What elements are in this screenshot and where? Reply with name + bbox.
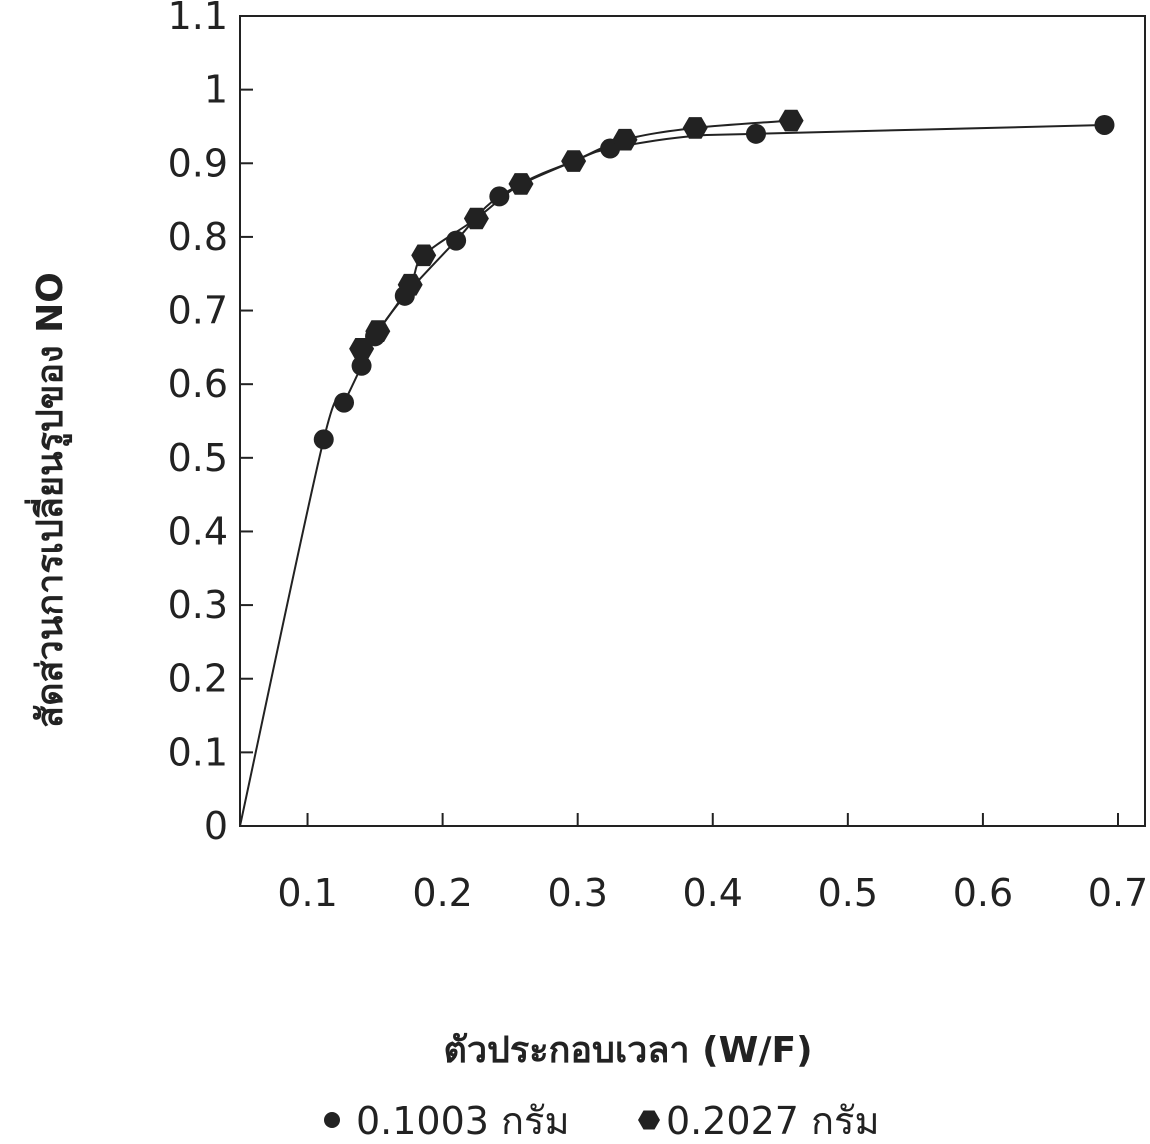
series-2-point	[463, 207, 489, 230]
series-2-point	[508, 173, 534, 195]
x-tick-label: 0.2	[412, 871, 472, 915]
legend-marker-hexagon	[638, 1110, 660, 1130]
y-tick-label: 0.7	[168, 289, 228, 333]
series-1-point	[334, 392, 355, 413]
x-tick-label: 0.5	[818, 871, 878, 915]
y-tick-label: 0.8	[168, 215, 228, 259]
y-tick-label: 0.6	[168, 362, 228, 406]
x-tick-label: 0.1	[277, 871, 337, 915]
series-2-point	[365, 320, 391, 342]
y-tick-label: 0	[204, 804, 228, 848]
x-axis-title: ตัวประกอบเวลา (W/F)	[443, 1030, 812, 1071]
y-tick-label: 0.9	[168, 141, 228, 185]
series-2-point	[349, 338, 375, 360]
series-2-point	[561, 150, 587, 172]
y-axis-title: สัดส่วนการเปลี่ยนรูปของ NO	[24, 272, 73, 728]
series-1-point	[1094, 114, 1115, 135]
x-tick-label: 0.7	[1088, 871, 1148, 915]
series-2-point	[682, 117, 708, 139]
series-1-point	[745, 123, 766, 144]
y-tick-label: 0.3	[168, 583, 228, 627]
y-tick-label: 0.4	[168, 509, 228, 553]
x-tick-label: 0.3	[547, 871, 607, 915]
y-tick-label: 1.1	[168, 0, 228, 38]
plot-frame	[239, 15, 1146, 827]
curves	[239, 119, 1105, 827]
x-tick-label: 0.6	[953, 871, 1013, 915]
series-1-point	[313, 429, 334, 450]
series-2-point	[612, 128, 638, 151]
legend: 0.1003 กรัม 0.2027 กรัม	[324, 1099, 880, 1143]
y-tick-label: 0.1	[168, 730, 228, 774]
y-tick-label: 0.2	[168, 657, 228, 701]
series-1-curve	[239, 124, 1105, 827]
series-1-point	[446, 230, 467, 251]
legend-marker-circle	[324, 1112, 340, 1128]
series-1-point	[351, 355, 372, 376]
series-2-point	[397, 273, 423, 296]
series-2-point	[411, 244, 437, 267]
legend-label-series-1: 0.1003 กรัม	[356, 1099, 570, 1143]
series-1-point	[489, 186, 510, 207]
series-2-point	[778, 109, 804, 132]
y-tick-label: 1	[204, 68, 228, 112]
y-tick-label: 0.5	[168, 436, 228, 480]
legend-label-series-2: 0.2027 กรัม	[666, 1099, 880, 1143]
ticks: 0 0.1 0.2 0.3 0.4 0.5 0.6 0.7 0.8 0.9 1 1.1 0.1 0.2 0.…	[168, 0, 1149, 915]
points	[313, 109, 1115, 450]
x-tick-label: 0.4	[683, 871, 743, 915]
